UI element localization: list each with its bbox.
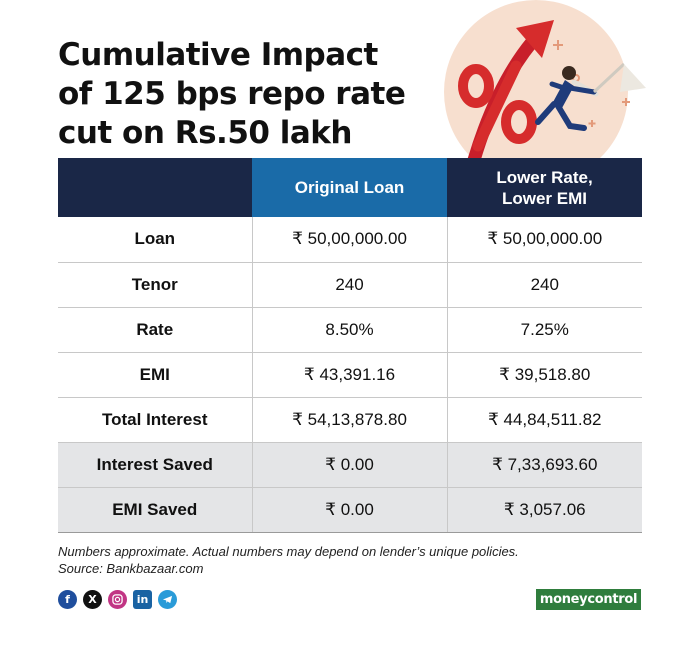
row-label: EMI <box>58 352 252 398</box>
linkedin-icon[interactable]: in <box>133 590 152 609</box>
row-label: Interest Saved <box>58 442 252 488</box>
title-line-3: cut on Rs.50 lakh <box>58 115 352 151</box>
table-row-rate: Rate 8.50% 7.25% <box>58 307 642 353</box>
header-corner-cell <box>58 158 252 217</box>
header-lower-rate-line-1: Lower Rate, <box>496 167 593 187</box>
header-original-loan: Original Loan <box>252 158 447 217</box>
businessman-icon <box>535 62 646 131</box>
original-value: ₹ 43,391.16 <box>251 352 447 398</box>
disclaimer-text: Numbers approximate. Actual numbers may … <box>58 544 519 559</box>
new-value: ₹ 50,00,000.00 <box>446 217 642 263</box>
original-value: ₹ 0.00 <box>251 442 447 488</box>
new-value: 240 <box>446 262 642 308</box>
new-value: ₹ 44,84,511.82 <box>446 397 642 443</box>
row-label: Tenor <box>58 262 252 308</box>
table-row-total-interest: Total Interest ₹ 54,13,878.80 ₹ 44,84,51… <box>58 397 642 443</box>
original-value: ₹ 0.00 <box>251 487 447 533</box>
percent-icon <box>458 60 537 152</box>
original-value: 8.50% <box>251 307 447 353</box>
social-share-bar: f X in <box>58 590 177 610</box>
row-label: Loan <box>58 217 252 263</box>
table-row-interest-saved: Interest Saved ₹ 0.00 ₹ 7,33,693.60 <box>58 442 642 488</box>
page-title: Cumulative Impact of 125 bps repo rate c… <box>58 36 438 153</box>
source-text: Source: Bankbazaar.com <box>58 561 204 576</box>
header-lower-rate-line-2: Lower EMI <box>501 188 587 208</box>
original-value: 240 <box>251 262 447 308</box>
footnote: Numbers approximate. Actual numbers may … <box>58 543 658 577</box>
table-row-tenor: Tenor 240 240 <box>58 262 642 308</box>
x-icon[interactable]: X <box>83 590 102 609</box>
title-line-1: Cumulative Impact <box>58 37 378 73</box>
title-line-2: of 125 bps repo rate <box>58 76 406 112</box>
row-label: Rate <box>58 307 252 353</box>
new-value: ₹ 7,33,693.60 <box>446 442 642 488</box>
loan-comparison-table: Original Loan Lower Rate, Lower EMI Loan… <box>58 158 642 533</box>
table-row-emi-saved: EMI Saved ₹ 0.00 ₹ 3,057.06 <box>58 487 642 533</box>
facebook-icon[interactable]: f <box>58 590 77 609</box>
table-row-loan: Loan ₹ 50,00,000.00 ₹ 50,00,000.00 <box>58 217 642 263</box>
sparkle-decorations <box>532 40 630 127</box>
row-label: EMI Saved <box>58 487 252 533</box>
row-label: Total Interest <box>58 397 252 443</box>
new-value: ₹ 3,057.06 <box>446 487 642 533</box>
new-value: ₹ 39,518.80 <box>446 352 642 398</box>
table-row-emi: EMI ₹ 43,391.16 ₹ 39,518.80 <box>58 352 642 398</box>
new-value: 7.25% <box>446 307 642 353</box>
header-lower-rate: Lower Rate, Lower EMI <box>447 158 642 217</box>
original-value: ₹ 50,00,000.00 <box>251 217 447 263</box>
moneycontrol-logo: moneycontrol <box>536 589 641 610</box>
telegram-icon[interactable] <box>158 590 177 609</box>
instagram-icon[interactable] <box>108 590 127 609</box>
rate-cut-illustration <box>444 0 646 165</box>
original-value: ₹ 54,13,878.80 <box>251 397 447 443</box>
table-header-row: Original Loan Lower Rate, Lower EMI <box>58 158 642 217</box>
